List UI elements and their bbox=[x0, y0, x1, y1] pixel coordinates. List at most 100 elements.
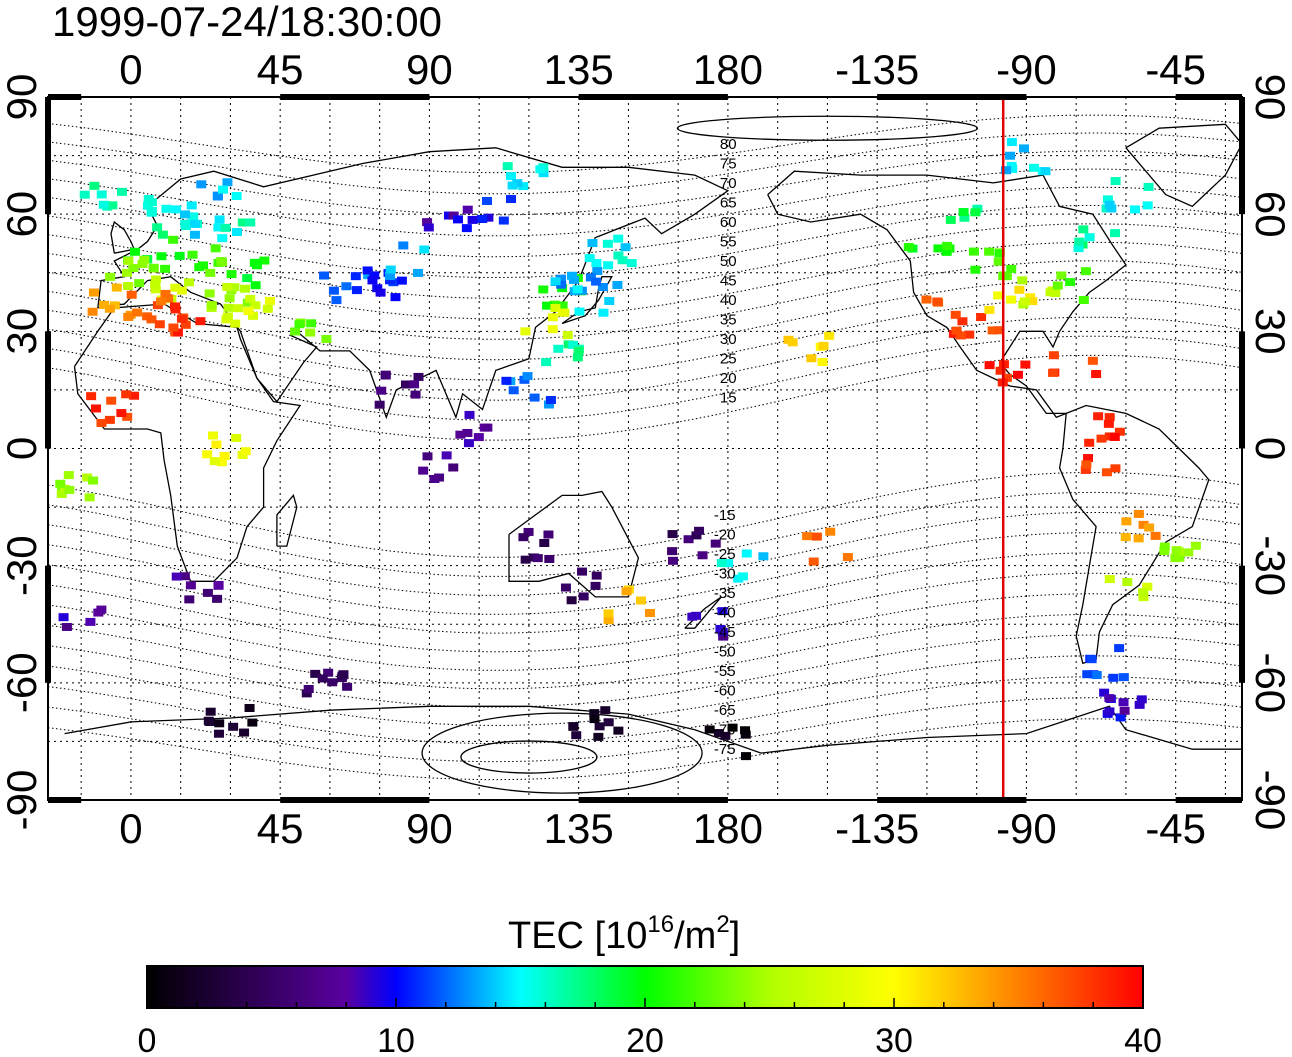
tec-cell bbox=[704, 725, 715, 734]
tec-cell bbox=[422, 452, 433, 461]
tec-cell bbox=[1006, 161, 1017, 170]
tec-cell bbox=[604, 296, 615, 305]
mlat-label-north: 30 bbox=[720, 331, 737, 348]
tec-cell bbox=[418, 466, 429, 475]
tec-cell bbox=[375, 288, 386, 297]
tec-cell bbox=[1114, 427, 1125, 436]
mlat-contour bbox=[48, 634, 1242, 708]
tec-cell bbox=[1150, 531, 1161, 540]
tec-cell bbox=[543, 530, 554, 539]
tec-cell bbox=[462, 205, 473, 214]
tec-cell bbox=[502, 162, 513, 171]
x-tick-label-bottom: -45 bbox=[1145, 805, 1206, 852]
tec-cell bbox=[942, 241, 953, 250]
tec-cell bbox=[56, 489, 67, 498]
tec-cell bbox=[1138, 593, 1149, 602]
tec-cell bbox=[251, 261, 262, 270]
tec-cell bbox=[603, 609, 614, 618]
tec-cell bbox=[842, 553, 853, 562]
tec-cell bbox=[98, 200, 109, 209]
tec-cell bbox=[63, 471, 74, 480]
tec-cell bbox=[1122, 578, 1133, 587]
tec-cell bbox=[568, 340, 579, 349]
tec-cell bbox=[168, 323, 179, 332]
tec-cell bbox=[1073, 244, 1084, 253]
tec-cell bbox=[993, 291, 1004, 300]
x-tick-label-bottom: -135 bbox=[835, 805, 919, 852]
tec-cell bbox=[1110, 464, 1121, 473]
tec-cell bbox=[482, 423, 493, 432]
tec-cell bbox=[520, 555, 531, 564]
tec-cell bbox=[264, 296, 275, 305]
frame-bar-top bbox=[877, 94, 1027, 100]
tec-cell bbox=[328, 286, 339, 295]
tec-cell bbox=[1104, 694, 1115, 703]
tec-cell bbox=[90, 404, 101, 413]
tec-cell bbox=[208, 431, 219, 440]
tec-cell bbox=[214, 215, 225, 224]
tec-cell bbox=[808, 557, 819, 566]
x-tick-label-top: 45 bbox=[257, 46, 304, 93]
tec-cell bbox=[464, 410, 475, 419]
mlat-label-south: -70 bbox=[714, 722, 736, 739]
y-tick-label-left: -60 bbox=[0, 652, 45, 713]
tec-cell bbox=[419, 245, 430, 254]
tec-cell bbox=[950, 310, 961, 319]
tec-cell bbox=[620, 243, 631, 252]
x-axis-top-labels: 0 45 90 135 180 -135 -90 -45 bbox=[119, 46, 1206, 93]
colorbar-ticks bbox=[146, 998, 1144, 1008]
tec-cell bbox=[562, 331, 573, 340]
tec-cell bbox=[423, 223, 434, 232]
tec-cell bbox=[250, 301, 261, 310]
tec-cell bbox=[1080, 267, 1091, 276]
tec-cell bbox=[574, 307, 585, 316]
tec-cell bbox=[218, 185, 229, 194]
magnetic-latitude-labels: 80 75 70 65 60 55 50 45 40 35 30 25 20 15 -15 -20 -25 -30… bbox=[714, 136, 737, 758]
tec-cell bbox=[532, 554, 543, 563]
tec-cell bbox=[1120, 533, 1131, 542]
mlat-label-north: 70 bbox=[720, 175, 737, 192]
tec-cell bbox=[951, 326, 962, 335]
tec-cell bbox=[635, 596, 646, 605]
tec-cell bbox=[508, 386, 519, 395]
tec-data-cells bbox=[55, 138, 1201, 761]
colorbar-tick-label: 40 bbox=[1124, 1022, 1162, 1057]
tec-cell bbox=[105, 272, 116, 281]
tec-cell bbox=[483, 213, 494, 222]
tec-cell bbox=[1005, 151, 1016, 160]
x-tick-label-top: 180 bbox=[693, 46, 763, 93]
tec-cell bbox=[409, 380, 420, 389]
tec-cell bbox=[481, 196, 492, 205]
tec-cell bbox=[716, 559, 727, 568]
mlat-contour bbox=[48, 718, 1242, 781]
tec-cell bbox=[933, 244, 944, 253]
tec-cell bbox=[556, 280, 567, 289]
tec-cell bbox=[202, 588, 213, 597]
tec-cell bbox=[713, 729, 724, 738]
y-tick-label-right: -60 bbox=[1247, 652, 1292, 713]
tec-cell bbox=[196, 180, 207, 189]
mlat-contour bbox=[48, 532, 1242, 615]
mlat-label-north: 35 bbox=[720, 312, 737, 329]
tec-cell bbox=[122, 412, 133, 421]
tec-cell bbox=[350, 272, 361, 281]
tec-cell bbox=[1101, 468, 1112, 477]
tec-cell bbox=[448, 463, 459, 472]
tec-cell bbox=[518, 182, 529, 191]
mlat-contour bbox=[48, 335, 1242, 421]
tec-cell bbox=[1096, 434, 1107, 443]
tec-cell bbox=[228, 722, 239, 731]
tec-cell bbox=[219, 451, 230, 460]
tec-cell bbox=[121, 390, 132, 399]
colorbar-title-main: TEC [10 bbox=[508, 915, 647, 957]
tec-cell bbox=[171, 205, 182, 214]
tec-cell bbox=[116, 187, 127, 196]
colorbar-title-mid: /m bbox=[674, 915, 716, 957]
y-tick-label-left: 60 bbox=[0, 191, 45, 238]
frame-tick-bars bbox=[45, 94, 1245, 803]
tec-cell bbox=[413, 372, 424, 381]
tec-cell bbox=[137, 259, 148, 268]
tec-cell bbox=[244, 703, 255, 712]
tec-cell bbox=[213, 223, 224, 232]
tec-cell bbox=[384, 276, 395, 285]
